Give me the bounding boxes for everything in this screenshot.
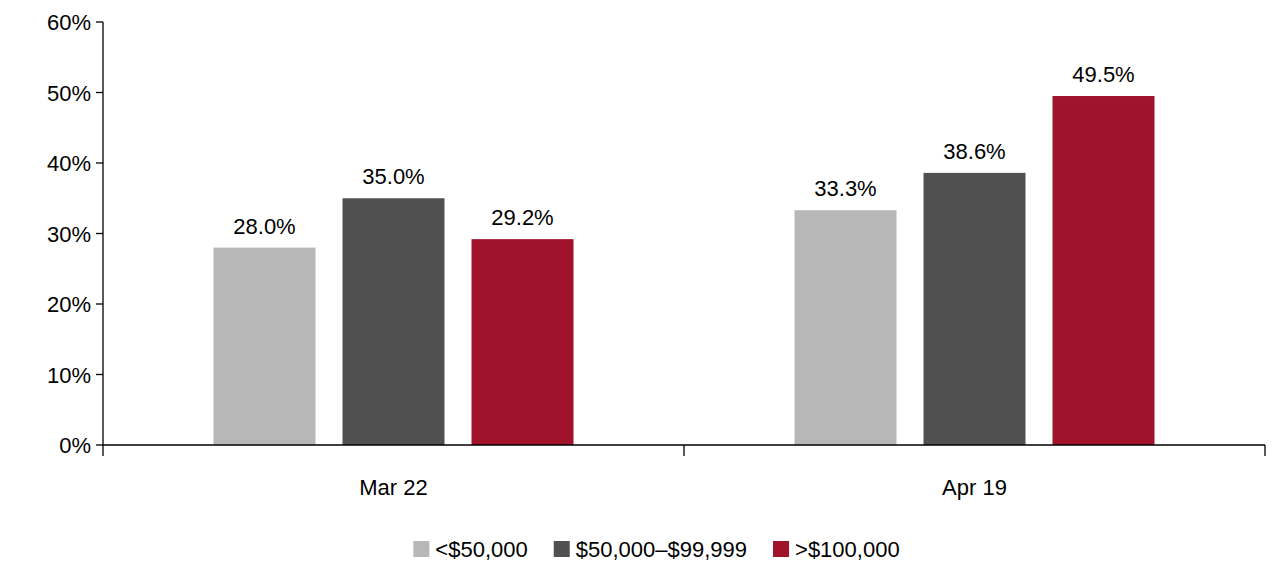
chart: 0% 10% 20% 30% 40% 50% 60% 28.0% 33.3% 35.0% 38.6%…: [0, 0, 1273, 585]
y-tick: [96, 303, 103, 304]
y-tick-label: 20%: [47, 292, 91, 317]
x-tick-label: Mar 22: [359, 475, 427, 500]
y-tick-label: 10%: [47, 363, 91, 388]
y-tick: [96, 374, 103, 375]
bar: [924, 173, 1026, 445]
data-label: 35.0%: [362, 164, 424, 189]
x-tick-separator: [1264, 445, 1265, 456]
y-tick-label: 0%: [59, 433, 91, 458]
bar: [795, 210, 897, 445]
y-tick: [96, 233, 103, 234]
bar: [1053, 96, 1155, 445]
legend-swatch: [773, 541, 789, 557]
legend-swatch: [554, 541, 570, 557]
bars: [214, 96, 1155, 445]
x-tick-separator: [102, 445, 103, 456]
y-tick-label: 40%: [47, 151, 91, 176]
legend-label: $50,000–$99,999: [576, 537, 747, 562]
bar: [214, 248, 316, 445]
legend-label: <$50,000: [435, 537, 527, 562]
data-label: 28.0%: [233, 214, 295, 239]
y-tick: [96, 21, 103, 22]
y-tick-label: 30%: [47, 222, 91, 247]
y-tick-label: 60%: [47, 10, 91, 35]
y-tick-label: 50%: [47, 81, 91, 106]
legend-label: >$100,000: [795, 537, 900, 562]
bar: [472, 239, 574, 445]
data-label: 29.2%: [491, 205, 553, 230]
y-tick: [96, 92, 103, 93]
legend: <$50,000 $50,000–$99,999 >$100,000: [413, 537, 899, 562]
legend-swatch: [413, 541, 429, 557]
y-tick: [96, 162, 103, 163]
data-label: 38.6%: [943, 139, 1005, 164]
bar: [343, 198, 445, 445]
x-tick-separator: [683, 445, 684, 456]
x-tick-label: Apr 19: [942, 475, 1007, 500]
y-tick: [96, 444, 103, 445]
data-label: 49.5%: [1072, 62, 1134, 87]
data-label: 33.3%: [814, 176, 876, 201]
